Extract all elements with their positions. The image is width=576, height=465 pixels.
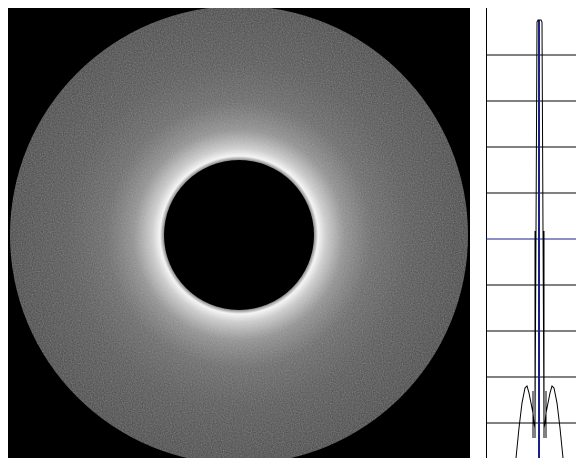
intensity-profile-plot[interactable] [486,8,576,458]
central-dark-spot [164,160,314,310]
intensity-profile-canvas [486,8,576,458]
profile-curve [515,19,564,458]
profile-grid [486,54,576,424]
profile-background [486,8,576,458]
diffraction-image-canvas [8,8,470,458]
diffraction-image[interactable] [8,8,470,458]
